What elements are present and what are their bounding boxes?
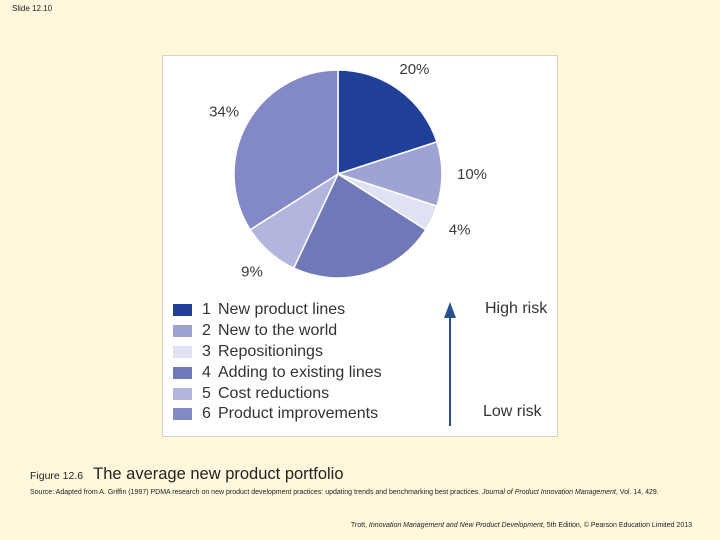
legend-number: 3 <box>202 342 211 360</box>
legend-number: 2 <box>202 322 211 340</box>
legend-item: 2 New to the world <box>173 321 413 342</box>
legend-number: 5 <box>202 384 211 402</box>
legend-number: 4 <box>202 363 211 381</box>
chart-legend: 1 New product lines 2 New to the world 3 Repo… <box>173 300 413 425</box>
pie-slice-1 <box>337 69 438 176</box>
figure-panel: 20% 10% 4% 23% 9% 34% 1 New product lines 2 New … <box>162 55 558 437</box>
legend-swatch <box>173 345 192 358</box>
source-journal: Journal of Product Innovation Management <box>482 489 616 496</box>
legend-label: New to the world <box>218 322 338 340</box>
slide-footer: Trott, Innovation Management and New Pro… <box>351 522 692 529</box>
footer-edition: , 5th Edition, © Pearson Education Limit… <box>542 522 692 529</box>
slice-label-3: 4% <box>449 221 471 238</box>
legend-item: 5 Cost reductions <box>173 383 413 404</box>
legend-label: New product lines <box>218 301 346 319</box>
legend-swatch <box>173 387 192 400</box>
legend-number: 1 <box>202 301 211 319</box>
slice-label-5: 9% <box>241 264 263 281</box>
legend-item: 1 New product lines <box>173 300 413 321</box>
legend-item: 3 Repositionings <box>173 342 413 363</box>
low-risk-label: Low risk <box>483 403 542 420</box>
figure-number: Figure 12.6 <box>30 470 84 482</box>
slice-label-2: 10% <box>457 166 487 183</box>
legend-label: Product improvements <box>218 405 379 423</box>
footer-author: Trott, <box>350 522 367 529</box>
slice-label-6: 34% <box>209 103 239 120</box>
source-prefix: Source: Adapted from A. Griffin (1997) P… <box>30 489 481 496</box>
legend-item: 6 Product improvements <box>173 404 413 425</box>
source-note: Source: Adapted from A. Griffin (1997) P… <box>30 487 670 498</box>
pie-chart: 20% 10% 4% 23% 9% 34% <box>209 61 487 296</box>
footer-book: Innovation Management and New Product De… <box>368 522 543 529</box>
pie-slice-6 <box>233 69 339 231</box>
source-suffix: , Vol. 14, 429. <box>615 489 659 496</box>
figure-caption: Figure 12.6 The average new product port… <box>30 465 344 484</box>
figure-title: The average new product portfolio <box>93 465 344 483</box>
pie-slice-4 <box>292 172 427 279</box>
slide-number: Slide 12.10 <box>12 4 53 13</box>
legend-swatch <box>173 325 192 338</box>
legend-label: Cost reductions <box>218 384 330 402</box>
high-risk-label: High risk <box>485 300 548 317</box>
legend-swatch <box>173 408 192 421</box>
legend-label: Repositionings <box>218 342 323 360</box>
risk-arrow-head <box>444 302 456 318</box>
legend-item: 4 Adding to existing lines <box>173 362 413 383</box>
legend-number: 6 <box>202 405 211 423</box>
legend-label: Adding to existing lines <box>218 363 382 381</box>
slice-label-1: 20% <box>399 61 429 78</box>
legend-swatch <box>173 304 192 317</box>
slice-label-4: 23% <box>359 295 389 296</box>
legend-swatch <box>173 366 192 379</box>
